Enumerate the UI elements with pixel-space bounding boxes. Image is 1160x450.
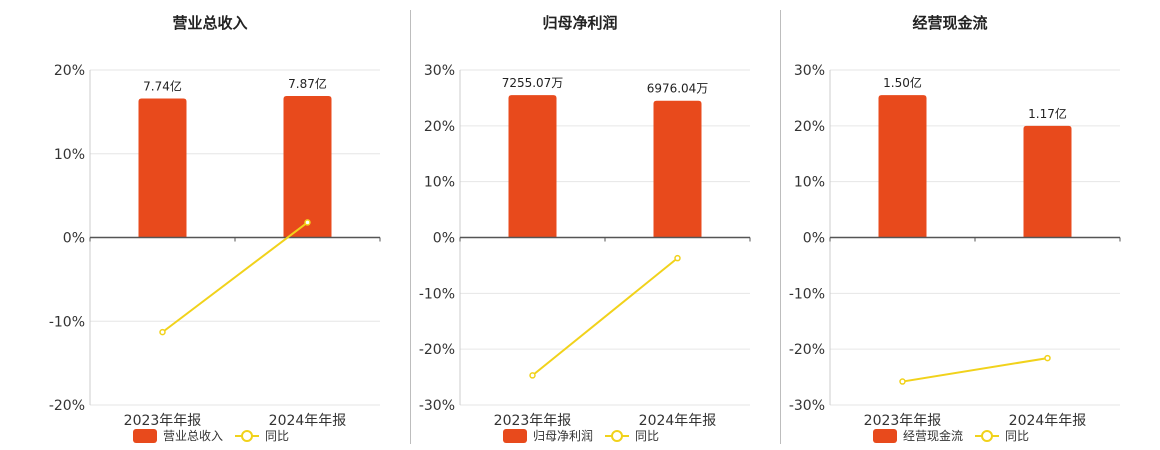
y-tick-label: -10% [49,314,85,330]
y-tick-label: 10% [794,175,825,191]
bar-data-label: 1.50亿 [883,75,922,90]
yoy-line [161,221,309,333]
x-tick-label: 2024年年报 [639,413,717,429]
legend-swatch-bar [873,429,897,443]
legend-label-bar: 经营现金流 [903,428,963,443]
legend-swatch-marker [241,430,253,442]
y-tick-label: 20% [424,119,455,135]
bar-data-label: 7.74亿 [143,78,182,93]
y-tick-label: 20% [794,119,825,135]
y-tick-label: 0% [433,231,455,247]
bar-2 [1023,125,1072,238]
chart-title: 归母净利润 [542,14,617,32]
chart-panel-revenue: 营业总收入 20% 10% 0% -10% -20% 7.74亿 7.87亿 2023年年报 20… [0,0,381,450]
legend-swatch-bar [503,429,527,443]
bar-1 [138,98,187,238]
y-tick-label: -10% [789,286,825,302]
chart-svg-revenue: 营业总收入 20% 10% 0% -10% -20% 7.74亿 7.87亿 2023年年报 20… [49,14,381,443]
bar-data-label: 6976.04万 [647,82,709,96]
legend-swatch-bar [133,429,157,443]
legend-label-bar: 营业总收入 [163,429,223,443]
x-tick-label: 2023年年报 [864,413,942,429]
y-tick-label: -30% [789,398,825,414]
legend-swatch-marker [981,430,993,442]
y-tick-label: -20% [419,342,455,358]
yoy-line [902,357,1048,383]
y-tick-label: 0% [803,231,825,247]
legend-label-line: 同比 [1005,429,1029,443]
x-tick-label: 2024年年报 [1009,413,1087,429]
legend-label-line: 同比 [635,429,659,443]
y-tick-label: 20% [54,63,85,79]
bar-data-label: 7.87亿 [288,76,327,91]
chart-title: 营业总收入 [172,14,247,32]
yoy-point-2 [1044,354,1051,362]
chart-svg-net-profit: 归母净利润 30% 20% 10% 0% -10% -20% -30% 7255.07万 6976… [419,14,751,443]
bar-1 [508,95,557,238]
y-tick-label: 10% [54,147,85,163]
y-tick-label: 10% [424,175,455,191]
yoy-line [531,257,679,377]
chart-svg-cash-flow: 经营现金流 30% 20% 10% 0% -10% -20% -30% 1.50亿 1.17亿 20… [789,14,1121,443]
x-tick-label: 2023年年报 [494,413,572,429]
x-tick-label: 2023年年报 [124,413,202,429]
y-tick-label: 30% [424,63,455,79]
yoy-point-1 [159,328,166,336]
bar-data-label: 7255.07万 [502,76,564,90]
legend-swatch-marker [611,430,623,442]
legend-label-line: 同比 [265,429,289,443]
bar-2 [653,100,702,238]
y-tick-label: -30% [419,398,455,414]
panel-divider [780,10,781,444]
y-tick-label: 0% [63,231,85,247]
chart-panel-cash-flow: 经营现金流 30% 20% 10% 0% -10% -20% -30% 1.50亿 1.17亿 20… [740,0,1121,450]
y-tick-label: -10% [419,286,455,302]
x-tick-label: 2024年年报 [269,413,347,429]
y-tick-label: -20% [789,342,825,358]
bar-1 [878,95,927,238]
yoy-point-1 [529,372,536,379]
y-tick-label: 30% [794,63,825,79]
bar-data-label: 1.17亿 [1028,106,1067,121]
bar-2 [283,95,332,238]
yoy-point-2 [674,254,681,262]
legend-label-bar: 归母净利润 [533,429,593,443]
yoy-point-2 [304,219,311,226]
chart-title: 经营现金流 [912,14,987,32]
chart-panel-net-profit: 归母净利润 30% 20% 10% 0% -10% -20% -30% 7255.07万 6976… [370,0,751,450]
y-tick-label: -20% [49,398,85,414]
panel-divider [410,10,411,444]
yoy-point-1 [899,378,906,385]
